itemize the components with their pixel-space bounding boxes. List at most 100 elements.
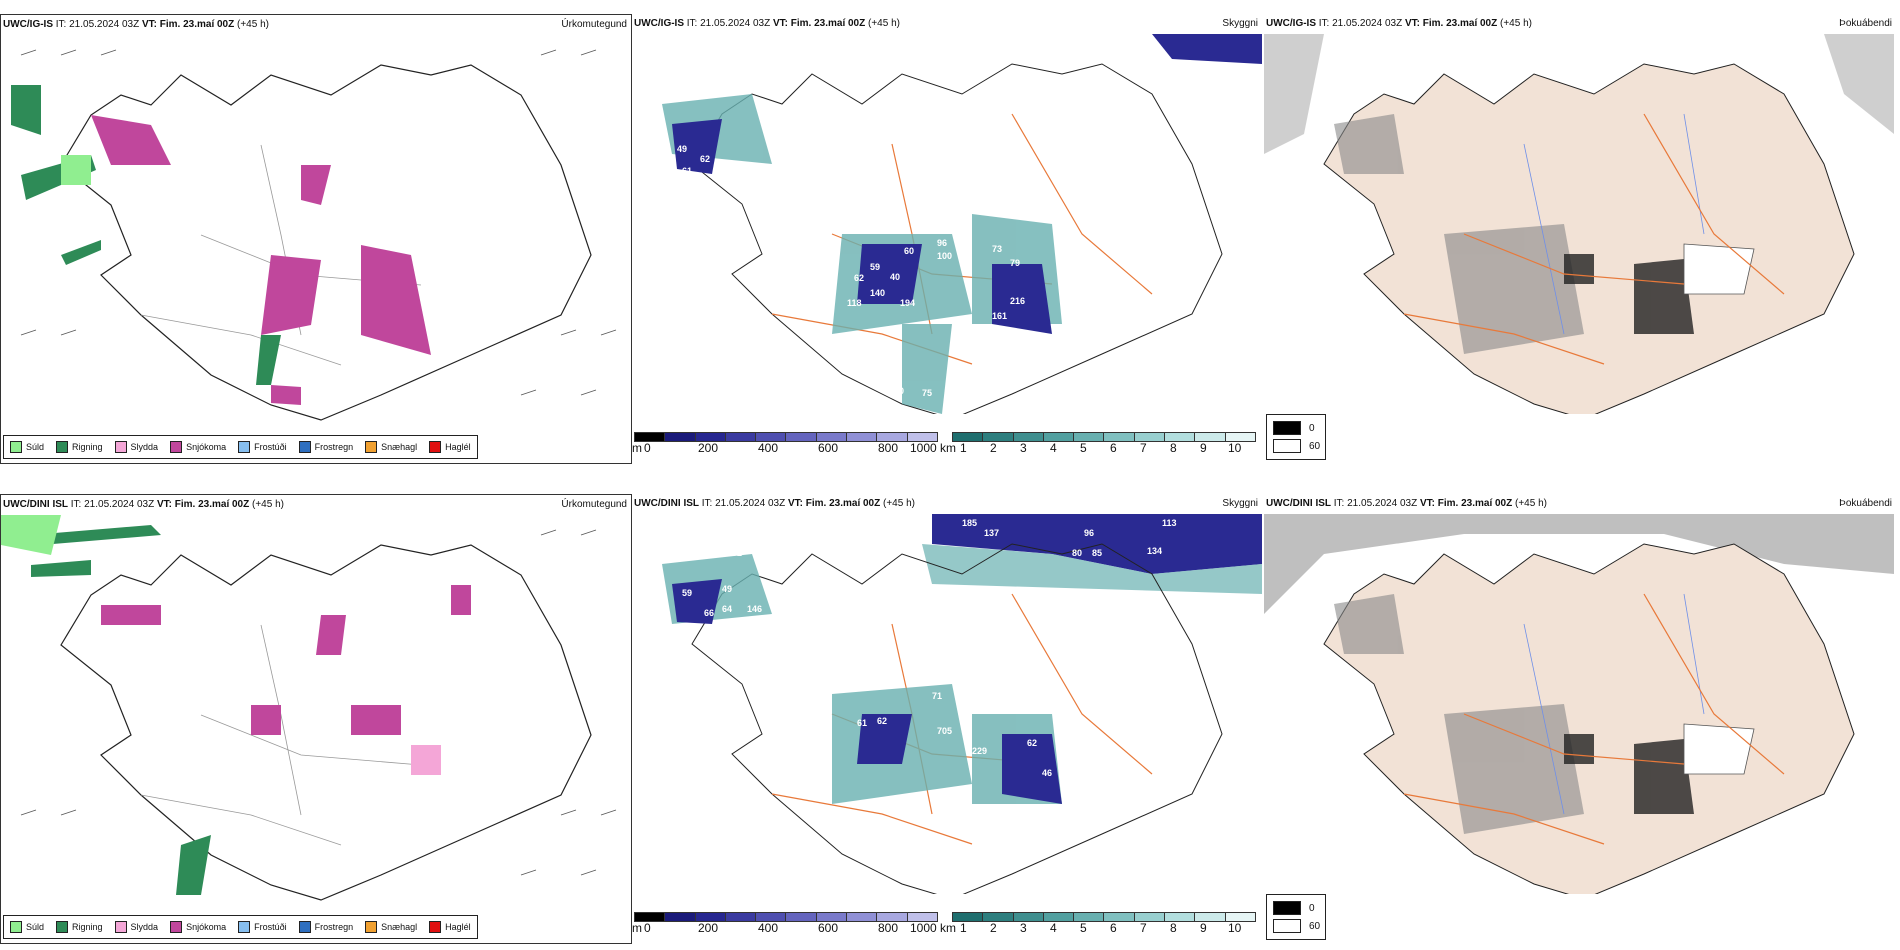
legend-label: Haglél [445, 442, 471, 452]
vis-value: 100 [937, 251, 952, 261]
rivers [1523, 593, 1705, 815]
vis-value: 61 [682, 166, 692, 176]
vis-value: 96 [1084, 528, 1094, 538]
colorbar-tick: 2 [990, 441, 997, 455]
vis-value: 59 [682, 588, 692, 598]
vis-value: 62 [877, 716, 887, 726]
vis-value: 97 [782, 81, 792, 91]
panel-header: UWC/IG-IS IT: 21.05.2024 03Z VT: Fim. 23… [3, 19, 269, 30]
vis-value: 62 [1027, 738, 1037, 748]
fog-shading [1334, 594, 1584, 834]
legend-swatch-snjokoma [170, 921, 183, 933]
colorbar-tick: 0 [644, 921, 651, 935]
colorbar-unit-km: km [940, 921, 956, 935]
vis-value: 216 [1010, 296, 1025, 306]
vis-value: 49 [677, 144, 687, 154]
vis-value: 96 [937, 238, 947, 248]
colorbar-tick: 1 [960, 921, 967, 935]
vis-value: 146 [747, 604, 762, 614]
legend-label: Súld [26, 922, 45, 932]
vis-value: 62 [854, 273, 864, 283]
vis-value: 59 [870, 262, 880, 272]
fog-index-legend: 0 60 [1266, 894, 1326, 940]
legend-label: Rigning [72, 442, 103, 452]
legend-label: Frostúði [254, 922, 287, 932]
precip-rain-areas [31, 525, 211, 895]
colorbar-tick: 8 [1170, 441, 1177, 455]
panel-param-label: Þokuábendi [1839, 498, 1892, 509]
legend-label: Slydda [130, 442, 159, 452]
colorbar-tick: 6 [1110, 441, 1117, 455]
legend-swatch-slydda [114, 441, 127, 453]
precip-type-map [1, 515, 617, 901]
colorbar-unit-m: m [632, 441, 642, 455]
vis-value: 71 [932, 691, 942, 701]
offshore-fog-band [932, 514, 1262, 574]
colorbar-tick: 1 [960, 441, 967, 455]
legend-swatch-rigning [56, 921, 69, 933]
vis-value: 40 [890, 272, 900, 282]
offshore-shading [1264, 514, 1894, 614]
fog-dense [1564, 254, 1694, 334]
colorbar-meters [634, 912, 938, 922]
panel-precip-type-igis: UWC/IG-IS IT: 21.05.2024 03Z VT: Fim. 23… [0, 14, 632, 464]
vis-value: 60 [904, 246, 914, 256]
legend-swatch-60 [1273, 439, 1301, 453]
legend-swatch-haglel [429, 441, 442, 453]
vis-value: 92 [732, 548, 742, 558]
vis-value: 705 [937, 726, 952, 736]
roads [1403, 113, 1785, 365]
panel-visibility-dini: UWC/DINI ISL IT: 21.05.2024 03Z VT: Fim.… [632, 494, 1262, 944]
panel-header: UWC/IG-IS IT: 21.05.2024 03Z VT: Fim. 23… [1266, 18, 1532, 29]
colorbar-tick: 4 [1050, 921, 1057, 935]
colorbar-tick: 400 [758, 921, 779, 935]
vis-value: 73 [992, 244, 1002, 254]
visibility-values: 92 185 137 96 113 134 80 85 59 66 49 64 … [682, 518, 1177, 876]
legend-label: Snjókoma [186, 442, 227, 452]
colorbar-tick: 7 [1140, 441, 1147, 455]
legend-label: Slydda [130, 922, 159, 932]
vis-value: 134 [1147, 546, 1162, 556]
vis-value: 64 [722, 604, 732, 614]
colorbar-tick: 9 [1200, 921, 1207, 935]
legend-label: Súld [26, 442, 45, 452]
panel-param-label: Þokuábendi [1839, 18, 1892, 29]
colorbar-tick: 3 [1020, 441, 1027, 455]
fog-shading [1334, 114, 1584, 354]
vis-value: 229 [972, 746, 987, 756]
precip-sleet-area [411, 745, 441, 775]
vis-value: 118 [847, 298, 862, 308]
panel-param-label: Úrkomutegund [561, 19, 627, 30]
legend-label: Snæhagl [381, 442, 418, 452]
roads [771, 113, 1153, 365]
legend-swatch-frostregn [298, 921, 311, 933]
precip-type-legend: Súld Rigning Slydda Snjókoma Frostúði Fr… [3, 915, 478, 939]
legend-swatch-suld [10, 921, 22, 933]
colorbar-tick: 1000 [910, 441, 937, 455]
colorbar-tick: 10 [1228, 921, 1242, 935]
iceland-coastline [691, 63, 1223, 414]
vis-value: 185 [962, 518, 977, 528]
vis-value: 82 [917, 866, 927, 876]
vis-value: 103 [887, 222, 902, 232]
rivers [1523, 113, 1705, 335]
panel-header: UWC/DINI ISL IT: 21.05.2024 03Z VT: Fim.… [634, 498, 915, 509]
vis-value: 137 [984, 528, 999, 538]
vis-value: 61 [857, 718, 867, 728]
visibility-m-areas [672, 579, 1062, 804]
vis-value: 125 [992, 706, 1007, 716]
colorbar-tick: 8 [1170, 921, 1177, 935]
iceland-coastline [60, 64, 592, 421]
legend-label: Rigning [72, 922, 103, 932]
vis-value: 46 [1042, 768, 1052, 778]
colorbar-unit-m: m [632, 921, 642, 935]
colorbar-tick: 7 [1140, 921, 1147, 935]
glacier [1683, 243, 1755, 295]
colorbar-tick: 3 [1020, 921, 1027, 935]
vis-value: 85 [1092, 548, 1102, 558]
colorbar-tick: 600 [818, 441, 839, 455]
legend-swatch-haglel [429, 921, 442, 933]
visibility-m-areas [672, 119, 1052, 334]
vis-value: 194 [900, 298, 915, 308]
vis-value: 49 [722, 584, 732, 594]
